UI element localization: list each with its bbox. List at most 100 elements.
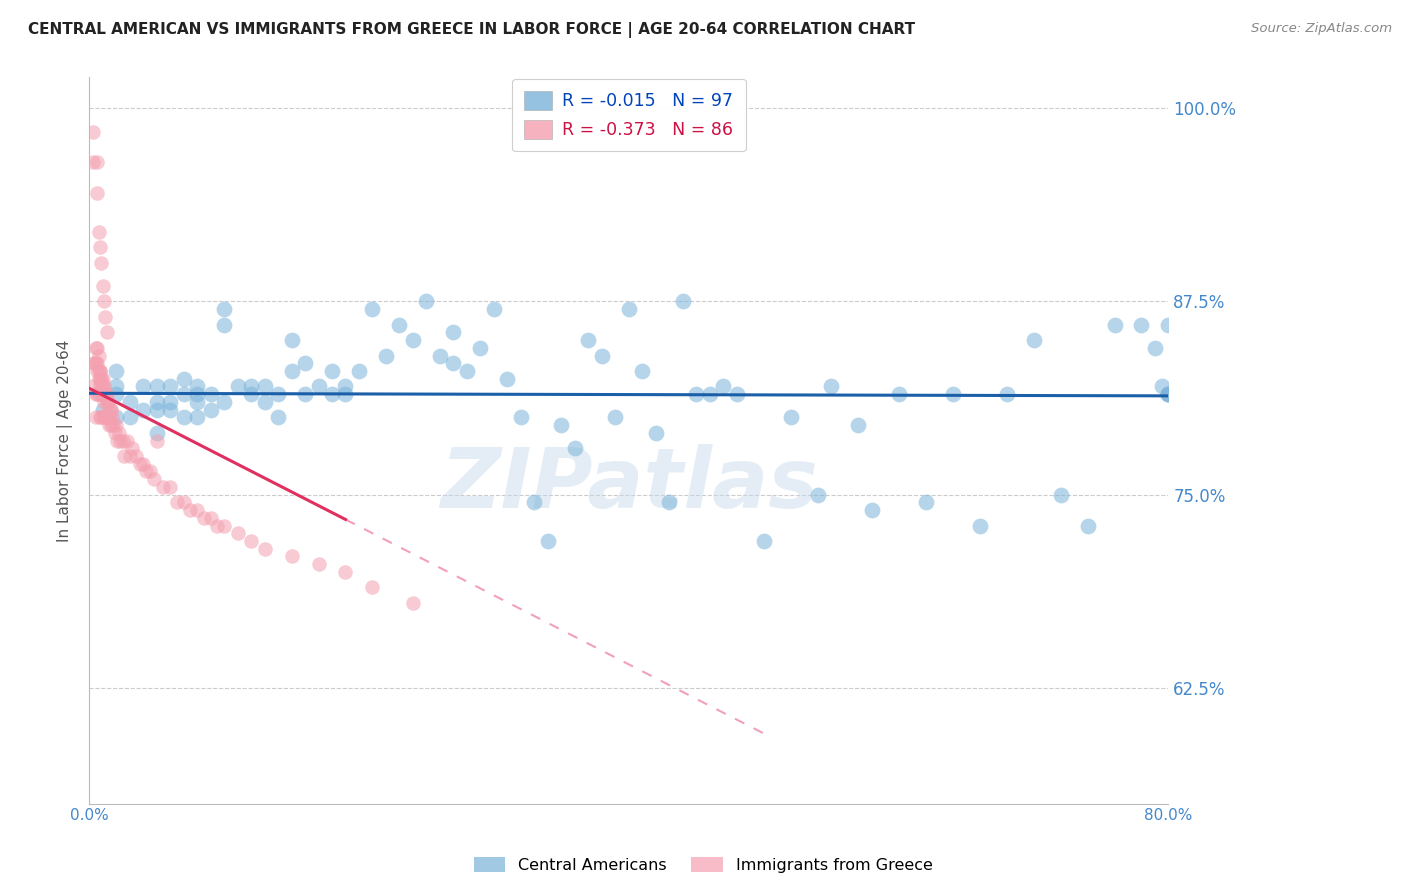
Point [308, 379, 330, 393]
Point [90, 256, 112, 270]
Point [335, 379, 357, 393]
Point [253, 379, 276, 393]
Point [91, 379, 114, 393]
Point [139, 465, 162, 479]
Point [152, 480, 174, 494]
Point [914, 495, 936, 509]
Point [93, 379, 115, 393]
Point [132, 379, 155, 393]
Point [212, 518, 235, 533]
Point [91, 279, 114, 293]
Point [576, 333, 599, 347]
Point [89, 372, 111, 386]
Point [807, 487, 830, 501]
Point [89, 240, 111, 254]
Point [441, 356, 464, 370]
Point [496, 372, 519, 386]
Legend: R = -0.015   N = 97, R = -0.373   N = 86: R = -0.015 N = 97, R = -0.373 N = 86 [512, 78, 745, 152]
Point [87, 364, 110, 378]
Point [100, 402, 122, 417]
Point [335, 387, 357, 401]
Y-axis label: In Labor Force | Age 20-64: In Labor Force | Age 20-64 [58, 339, 73, 541]
Point [280, 364, 302, 378]
Point [145, 379, 167, 393]
Point [1150, 379, 1173, 393]
Point [89, 364, 111, 378]
Point [995, 387, 1018, 401]
Point [97, 395, 120, 409]
Point [89, 410, 111, 425]
Point [93, 387, 115, 401]
Point [186, 410, 208, 425]
Point [253, 395, 276, 409]
Point [207, 518, 229, 533]
Point [672, 294, 695, 309]
Point [969, 518, 991, 533]
Point [87, 225, 110, 239]
Point [118, 449, 141, 463]
Point [90, 372, 112, 386]
Legend: Central Americans, Immigrants from Greece: Central Americans, Immigrants from Greec… [467, 851, 939, 880]
Point [267, 387, 290, 401]
Point [91, 387, 114, 401]
Point [94, 310, 117, 324]
Point [97, 395, 120, 409]
Point [200, 510, 222, 524]
Point [107, 434, 129, 448]
Point [226, 379, 249, 393]
Point [159, 379, 181, 393]
Point [87, 349, 110, 363]
Point [96, 410, 118, 425]
Point [105, 387, 128, 401]
Point [280, 549, 302, 564]
Point [212, 302, 235, 317]
Point [135, 465, 157, 479]
Point [93, 294, 115, 309]
Point [84, 387, 107, 401]
Point [186, 379, 208, 393]
Point [89, 379, 111, 393]
Point [84, 410, 107, 425]
Point [860, 503, 883, 517]
Point [100, 418, 122, 433]
Text: Source: ZipAtlas.com: Source: ZipAtlas.com [1251, 22, 1392, 36]
Point [83, 356, 105, 370]
Point [725, 387, 748, 401]
Point [942, 387, 965, 401]
Point [93, 387, 115, 401]
Point [125, 449, 148, 463]
Point [429, 349, 451, 363]
Point [132, 402, 155, 417]
Point [173, 410, 195, 425]
Point [1157, 387, 1180, 401]
Point [509, 410, 531, 425]
Point [280, 333, 302, 347]
Point [1104, 318, 1126, 332]
Point [482, 302, 505, 317]
Point [145, 425, 167, 440]
Point [145, 434, 167, 448]
Point [685, 387, 707, 401]
Point [415, 294, 437, 309]
Point [97, 410, 120, 425]
Text: ZIPatlas: ZIPatlas [440, 443, 818, 524]
Point [200, 387, 222, 401]
Point [121, 442, 143, 456]
Point [1157, 318, 1180, 332]
Point [253, 541, 276, 556]
Point [617, 302, 640, 317]
Point [361, 302, 384, 317]
Point [523, 495, 546, 509]
Point [108, 425, 131, 440]
Point [166, 495, 188, 509]
Point [87, 387, 110, 401]
Point [212, 318, 235, 332]
Point [132, 457, 155, 471]
Point [145, 395, 167, 409]
Point [186, 503, 208, 517]
Point [173, 372, 195, 386]
Point [631, 364, 654, 378]
Point [186, 395, 208, 409]
Point [101, 410, 124, 425]
Point [100, 402, 122, 417]
